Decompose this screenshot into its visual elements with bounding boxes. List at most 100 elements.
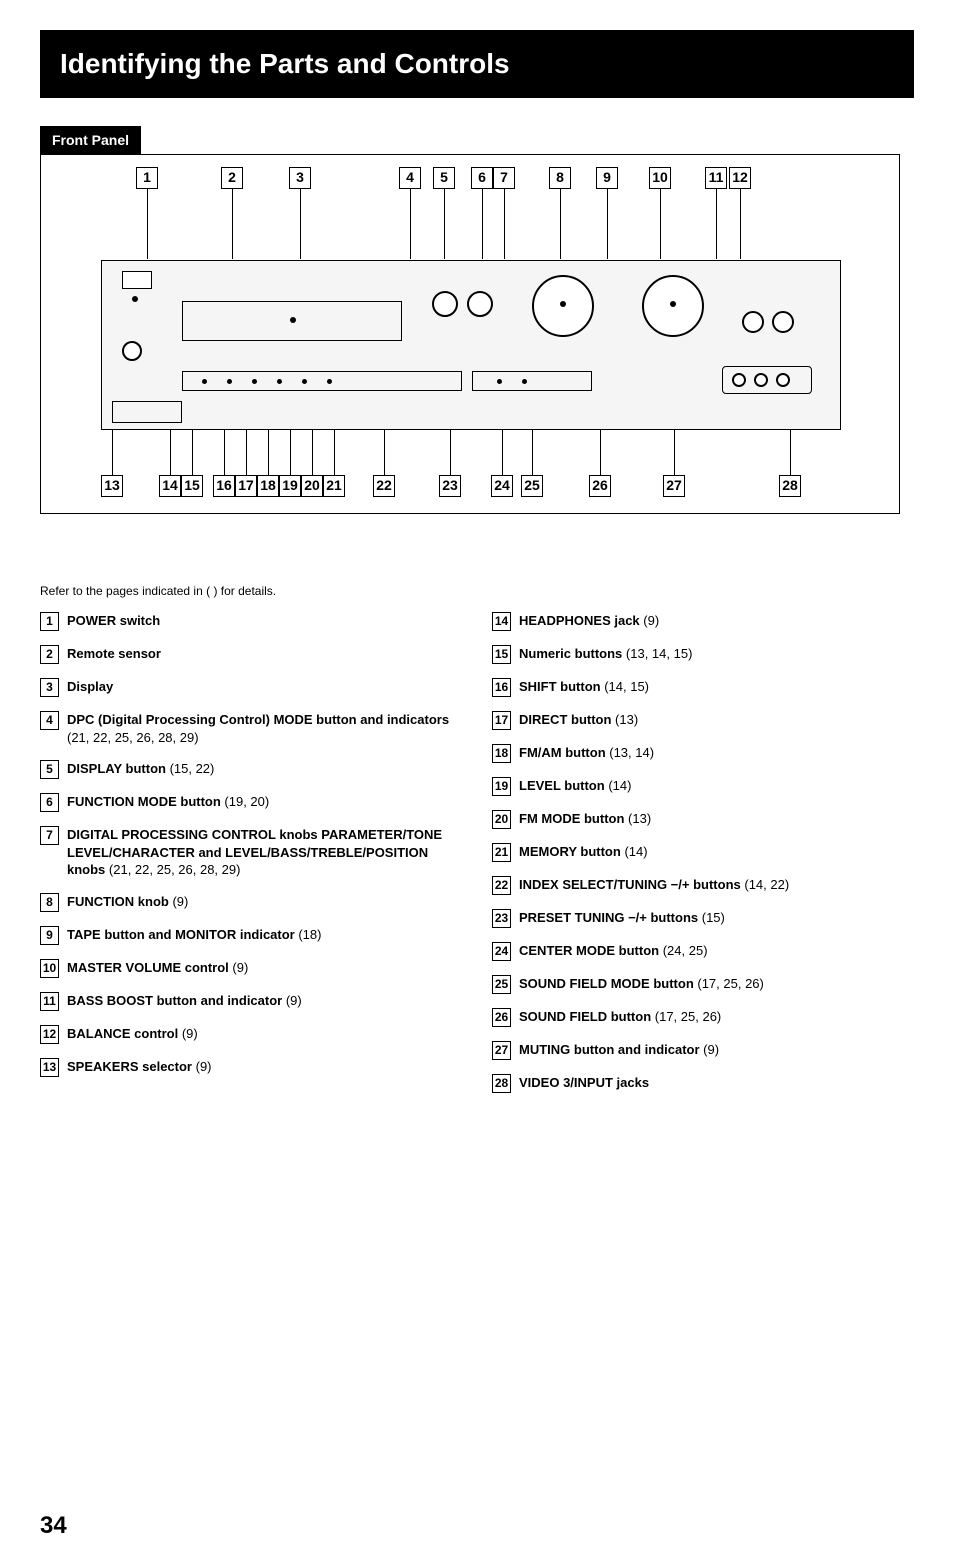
legend-item-10: 10MASTER VOLUME control (9) <box>40 959 462 978</box>
callout-bottom-18: 18 <box>257 475 279 497</box>
legend-num-1: 1 <box>40 612 59 631</box>
legend-text-23: PRESET TUNING −/+ buttons (15) <box>519 909 914 927</box>
legend-item-15: 15Numeric buttons (13, 14, 15) <box>492 645 914 664</box>
lead-top-1 <box>147 189 148 259</box>
legend-text-1: POWER switch <box>67 612 462 630</box>
legend-item-22: 22INDEX SELECT/TUNING −/+ buttons (14, 2… <box>492 876 914 895</box>
legend-text-22: INDEX SELECT/TUNING −/+ buttons (14, 22) <box>519 876 914 894</box>
legend-text-3: Display <box>67 678 462 696</box>
callout-top-10: 10 <box>649 167 671 189</box>
callout-bottom-28: 28 <box>779 475 801 497</box>
legend-num-24: 24 <box>492 942 511 961</box>
legend-text-8: FUNCTION knob (9) <box>67 893 462 911</box>
lead-bottom-21 <box>334 425 335 475</box>
power-switch-shape <box>122 271 152 289</box>
lead-bottom-26 <box>600 425 601 475</box>
legend-text-12: BALANCE control (9) <box>67 1025 462 1043</box>
page-title: Identifying the Parts and Controls <box>60 48 894 80</box>
legend-item-24: 24CENTER MODE button (24, 25) <box>492 942 914 961</box>
btn-dot-8 <box>522 379 527 384</box>
legend-pages-23: (15) <box>702 910 725 925</box>
lead-top-10 <box>660 189 661 259</box>
legend-num-14: 14 <box>492 612 511 631</box>
btn-dot-6 <box>327 379 332 384</box>
legend-num-19: 19 <box>492 777 511 796</box>
legend-num-21: 21 <box>492 843 511 862</box>
legend-num-15: 15 <box>492 645 511 664</box>
legend-text-13: SPEAKERS selector (9) <box>67 1058 462 1076</box>
lead-bottom-14 <box>170 425 171 475</box>
lead-bottom-13 <box>112 425 113 475</box>
legend-main-17: DIRECT button <box>519 712 615 727</box>
legend-item-14: 14 HEADPHONES jack (9) <box>492 612 914 631</box>
legend-pages-24: (24, 25) <box>663 943 708 958</box>
legend-main-21: MEMORY button <box>519 844 624 859</box>
callout-bottom-13: 13 <box>101 475 123 497</box>
receiver-body <box>101 260 841 430</box>
page-number: 34 <box>40 1512 67 1540</box>
callout-bottom-14: 14 <box>159 475 181 497</box>
legend-num-26: 26 <box>492 1008 511 1027</box>
callout-bottom-15: 15 <box>181 475 203 497</box>
callout-top-7: 7 <box>493 167 515 189</box>
legend-main-18: FM/AM button <box>519 745 609 760</box>
lead-bottom-20 <box>312 425 313 475</box>
legend-item-17: 17DIRECT button (13) <box>492 711 914 730</box>
callout-bottom-26: 26 <box>589 475 611 497</box>
function-knob-dot <box>560 301 566 307</box>
legend-pages-14: (9) <box>643 613 659 628</box>
legend-pages-20: (13) <box>628 811 651 826</box>
callout-top-6: 6 <box>471 167 493 189</box>
legend-text-10: MASTER VOLUME control (9) <box>67 959 462 977</box>
lead-bottom-15 <box>192 425 193 475</box>
callout-top-12: 12 <box>729 167 751 189</box>
lead-top-8 <box>560 189 561 259</box>
legend-num-3: 3 <box>40 678 59 697</box>
legend-main-22: INDEX SELECT/TUNING −/+ buttons <box>519 877 744 892</box>
legend-main-9: TAPE button and MONITOR indicator <box>67 927 298 942</box>
callout-bottom-16: 16 <box>213 475 235 497</box>
callout-bottom-17: 17 <box>235 475 257 497</box>
legend-item-13: 13 SPEAKERS selector (9) <box>40 1058 462 1077</box>
legend-num-13: 13 <box>40 1058 59 1077</box>
headphone-jack-shape <box>122 341 142 361</box>
legend-text-16: SHIFT button (14, 15) <box>519 678 914 696</box>
lead-top-3 <box>300 189 301 259</box>
legend-text-25: SOUND FIELD MODE button (17, 25, 26) <box>519 975 914 993</box>
legend-item-1: 1 POWER switch <box>40 612 462 631</box>
legend-main-27: MUTING button and indicator <box>519 1042 703 1057</box>
btn-dot-2 <box>227 379 232 384</box>
legend-text-18: FM/AM button (13, 14) <box>519 744 914 762</box>
legend-main-23: PRESET TUNING −/+ buttons <box>519 910 702 925</box>
legend-item-12: 12 BALANCE control (9) <box>40 1025 462 1044</box>
legend-item-5: 5DISPLAY button (15, 22) <box>40 760 462 779</box>
lead-bottom-18 <box>268 425 269 475</box>
legend-text-14: HEADPHONES jack (9) <box>519 612 914 630</box>
title-bar: Identifying the Parts and Controls <box>40 30 914 98</box>
legend-num-5: 5 <box>40 760 59 779</box>
legend-main-4: DPC (Digital Processing Control) MODE bu… <box>67 712 449 727</box>
legend-text-26: SOUND FIELD button (17, 25, 26) <box>519 1008 914 1026</box>
lead-top-5 <box>444 189 445 259</box>
lead-top-12 <box>740 189 741 259</box>
button-row-2 <box>472 371 592 391</box>
btn-dot-5 <box>302 379 307 384</box>
legend-item-23: 23PRESET TUNING −/+ buttons (15) <box>492 909 914 928</box>
legend-num-12: 12 <box>40 1025 59 1044</box>
lead-bottom-16 <box>224 425 225 475</box>
legend-main-16: SHIFT button <box>519 679 604 694</box>
legend-pages-27: (9) <box>703 1042 719 1057</box>
legend-main-6: FUNCTION MODE button <box>67 794 224 809</box>
legend-main-1: POWER switch <box>67 613 160 628</box>
legend-text-11: BASS BOOST button and indicator (9) <box>67 992 462 1010</box>
legend-text-6: FUNCTION MODE button (19, 20) <box>67 793 462 811</box>
legend-pages-4: (21, 22, 25, 26, 28, 29) <box>67 730 199 745</box>
legend-text-9: TAPE button and MONITOR indicator (18) <box>67 926 462 944</box>
dpc-knob-2 <box>467 291 493 317</box>
lead-bottom-22 <box>384 425 385 475</box>
bass-balance-knob-1 <box>742 311 764 333</box>
legend-item-4: 4DPC (Digital Processing Control) MODE b… <box>40 711 462 746</box>
legend-main-8: FUNCTION knob <box>67 894 172 909</box>
legend-pages-22: (14, 22) <box>744 877 789 892</box>
callout-top-5: 5 <box>433 167 455 189</box>
